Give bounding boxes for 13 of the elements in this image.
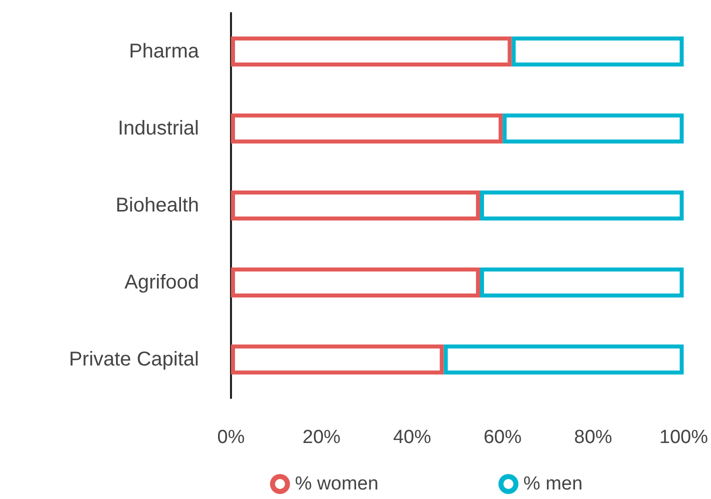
y-tick-label: Private Capital — [68, 348, 199, 370]
x-tick-label: 0% — [217, 427, 245, 448]
x-tick-label: 100% — [659, 427, 708, 448]
y-tick-label: Industrial — [118, 118, 199, 140]
x-tick-label: 40% — [393, 427, 432, 448]
x-tick-label: 20% — [302, 427, 341, 448]
y-tick-label: Biohealth — [116, 194, 199, 216]
x-tick-label: 80% — [574, 427, 612, 448]
y-tick-label: Pharma — [128, 40, 200, 62]
y-tick-label: Agrifood — [124, 272, 199, 294]
x-tick-label: 60% — [484, 427, 522, 448]
legend-label: % men — [523, 474, 583, 494]
legend-label: % women — [295, 474, 378, 494]
